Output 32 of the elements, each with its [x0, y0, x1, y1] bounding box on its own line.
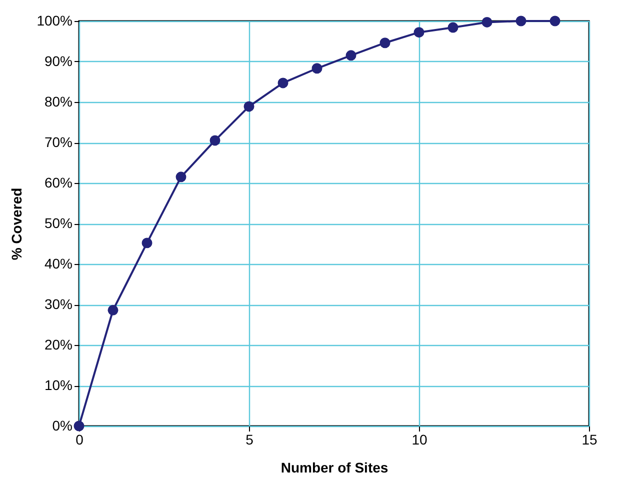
y-tick-label: 90%	[44, 53, 72, 69]
x-axis-title: Number of Sites	[280, 460, 388, 476]
point	[210, 135, 220, 146]
x-tick-label: 15	[582, 432, 598, 448]
point	[176, 172, 186, 182]
y-tick-label: 10%	[44, 377, 72, 393]
point	[108, 304, 118, 316]
point	[448, 22, 458, 33]
point	[550, 16, 560, 26]
y-tick-label: 80%	[44, 94, 72, 110]
y-tick-label: 40%	[44, 256, 72, 272]
point	[414, 27, 424, 38]
point	[74, 420, 84, 432]
x-tick-label: 0	[76, 432, 84, 448]
point	[482, 16, 492, 28]
point	[312, 63, 322, 74]
y-tick-label: 50%	[44, 215, 72, 231]
y-tick-label: 60%	[44, 174, 72, 190]
point	[278, 78, 288, 88]
point	[380, 38, 390, 48]
y-tick-label: 30%	[44, 296, 72, 312]
y-axis-title: % Covered	[8, 188, 25, 260]
point	[142, 238, 152, 248]
point	[516, 16, 526, 26]
y-tick-label: 70%	[44, 134, 72, 150]
y-tick-label: 100%	[36, 12, 72, 28]
point	[346, 50, 356, 61]
point	[244, 101, 254, 112]
y-tick-label: 0%	[52, 418, 72, 434]
y-tick-label: 20%	[44, 336, 72, 352]
x-tick-label: 10	[412, 432, 428, 448]
x-tick-label: 5	[246, 432, 254, 448]
